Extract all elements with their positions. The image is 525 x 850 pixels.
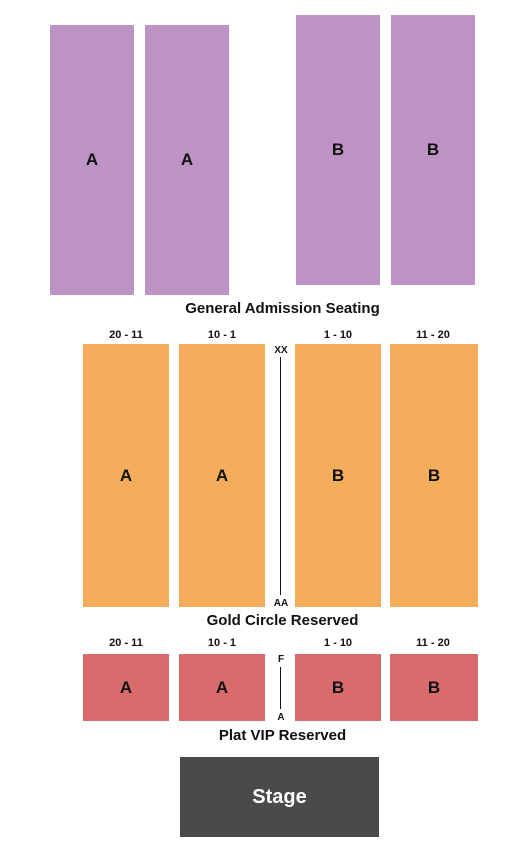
ga-section-label: A	[180, 150, 194, 169]
vip-range-1: 20 - 11	[109, 637, 143, 649]
ga-section-label: B	[426, 140, 440, 159]
vip-section-b-left[interactable]: B	[295, 654, 381, 721]
gold-range-2: 10 - 1	[207, 329, 237, 341]
ga-section-label: A	[85, 150, 99, 169]
vip-range-4: 11 - 20	[416, 637, 450, 649]
gold-section-label: B	[427, 465, 441, 485]
gold-row-top: XX	[274, 345, 288, 356]
gold-section-label: A	[119, 465, 133, 485]
ga-section-a-left[interactable]: A	[50, 25, 134, 295]
stage-label: Stage	[252, 785, 307, 808]
vip-title: Plat VIP Reserved	[218, 727, 347, 744]
ga-section-label: B	[331, 140, 345, 159]
gold-row-bottom: AA	[273, 598, 289, 609]
gold-section-a-left[interactable]: A	[83, 344, 169, 607]
vip-section-a-left[interactable]: A	[83, 654, 169, 721]
ga-title: General Admission Seating	[185, 300, 380, 317]
gold-section-label: B	[331, 465, 345, 485]
vip-aisle-line	[280, 667, 281, 709]
vip-row-top: F	[277, 654, 285, 665]
vip-section-b-right[interactable]: B	[390, 654, 478, 721]
gold-section-b-right[interactable]: B	[390, 344, 478, 607]
vip-section-a-right[interactable]: A	[179, 654, 265, 721]
vip-row-bottom: A	[277, 712, 285, 723]
vip-section-label: A	[119, 677, 133, 697]
gold-range-3: 1 - 10	[323, 329, 353, 341]
gold-section-b-left[interactable]: B	[295, 344, 381, 607]
vip-section-label: B	[427, 677, 441, 697]
vip-range-2: 10 - 1	[207, 637, 237, 649]
ga-section-a-right[interactable]: A	[145, 25, 229, 295]
gold-title: Gold Circle Reserved	[206, 612, 359, 629]
gold-aisle-line	[280, 357, 281, 595]
ga-section-b-left[interactable]: B	[296, 15, 380, 285]
gold-range-1: 20 - 11	[109, 329, 143, 341]
vip-range-3: 1 - 10	[323, 637, 353, 649]
vip-section-label: B	[331, 677, 345, 697]
gold-section-label: A	[215, 465, 229, 485]
ga-section-b-right[interactable]: B	[391, 15, 475, 285]
vip-section-label: A	[215, 677, 229, 697]
gold-range-4: 11 - 20	[416, 329, 450, 341]
stage: Stage	[180, 757, 379, 837]
gold-section-a-right[interactable]: A	[179, 344, 265, 607]
